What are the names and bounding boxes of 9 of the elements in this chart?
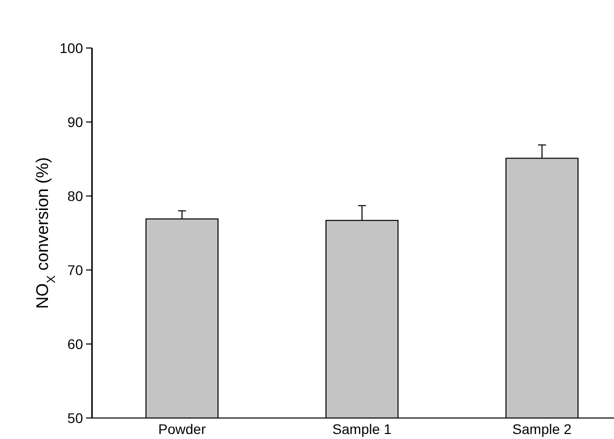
y-tick-label: 90 — [67, 114, 84, 130]
y-tick-label: 100 — [60, 40, 84, 56]
y-tick-label: 70 — [67, 262, 84, 278]
x-tick-label: Sample 1 — [332, 421, 392, 437]
y-tick-label: 80 — [67, 188, 84, 204]
x-tick-label: Sample 2 — [512, 421, 572, 437]
y-tick-label: 60 — [67, 336, 84, 352]
y-tick-label: 50 — [67, 410, 84, 426]
x-tick-label: Powder — [158, 421, 206, 437]
